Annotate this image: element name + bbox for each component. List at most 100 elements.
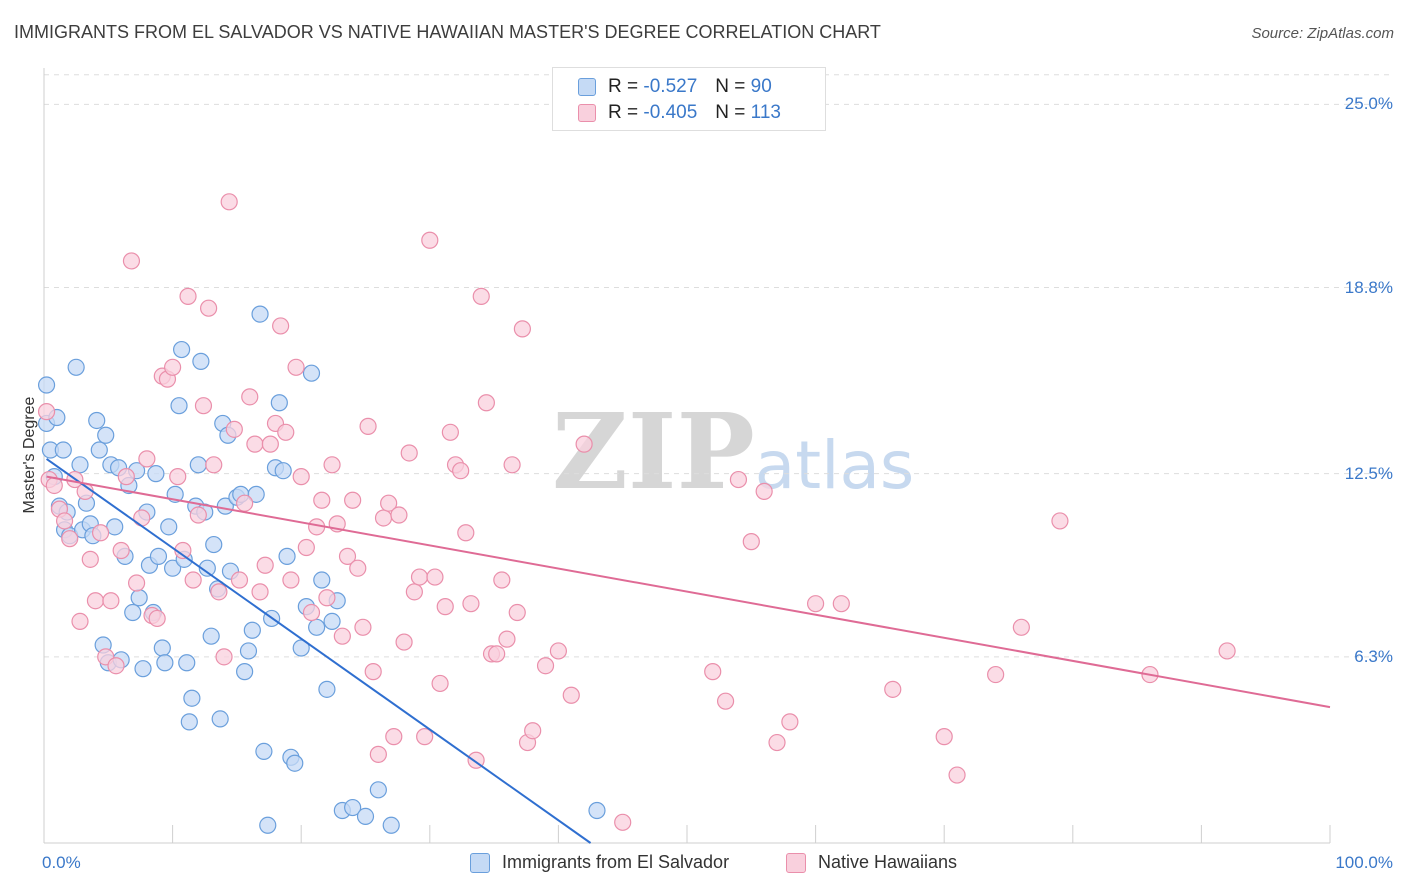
data-point-native-hawaiian <box>127 574 146 592</box>
data-point-native-hawaiian <box>189 506 207 524</box>
data-point-native-hawaiian <box>138 450 156 468</box>
data-point-native-hawaiian <box>169 468 187 486</box>
x-tick-label-max: 100.0% <box>1335 853 1393 872</box>
data-point-el-salvador <box>149 547 168 565</box>
data-point-el-salvador <box>170 397 188 415</box>
data-point-el-salvador <box>183 689 201 707</box>
data-point-native-hawaiian <box>410 568 429 586</box>
data-point-native-hawaiian <box>768 733 786 752</box>
data-point-native-hawaiian <box>400 444 418 462</box>
stats-row-blue: R = -0.527 N = 90 <box>578 75 772 99</box>
data-point-native-hawaiian <box>452 462 470 480</box>
data-point-el-salvador <box>130 589 148 607</box>
data-point-el-salvador <box>71 456 89 474</box>
data-point-native-hawaiian <box>436 598 454 616</box>
data-point-el-salvador <box>292 639 310 657</box>
data-point-el-salvador <box>67 358 85 376</box>
trend-line-el-salvador <box>45 458 592 844</box>
data-point-native-hawaiian <box>426 568 444 586</box>
data-point-native-hawaiian <box>513 320 531 338</box>
y-tick-label: 12.5% <box>1344 463 1393 483</box>
data-point-el-salvador <box>243 621 261 639</box>
data-point-native-hawaiian <box>462 595 480 613</box>
data-point-el-salvador <box>134 660 152 678</box>
data-point-native-hawaiian <box>1218 642 1236 660</box>
data-point-native-hawaiian <box>488 645 506 663</box>
data-point-el-salvador <box>156 654 174 672</box>
data-point-native-hawaiian <box>184 571 202 589</box>
data-point-native-hawaiian <box>716 692 735 710</box>
data-point-native-hawaiian <box>935 728 953 746</box>
data-point-native-hawaiian <box>256 556 274 574</box>
data-point-native-hawaiian <box>457 524 475 542</box>
data-point-native-hawaiian <box>282 571 300 589</box>
data-point-el-salvador <box>160 518 178 536</box>
r-label: R = <box>608 102 639 123</box>
data-point-native-hawaiian <box>1012 618 1030 636</box>
y-tick-label: 18.8% <box>1344 277 1393 297</box>
data-point-el-salvador <box>369 781 387 799</box>
data-point-el-salvador <box>278 547 296 565</box>
data-point-native-hawaiian <box>297 538 315 557</box>
data-point-native-hawaiian <box>385 728 403 746</box>
data-point-native-hawaiian <box>261 435 279 453</box>
data-point-native-hawaiian <box>832 595 850 613</box>
data-point-native-hawaiian <box>374 509 393 527</box>
data-point-native-hawaiian <box>1051 512 1069 530</box>
data-point-el-salvador <box>202 627 220 645</box>
data-point-native-hawaiian <box>380 494 398 512</box>
y-tick-label: 6.3% <box>1354 646 1393 666</box>
y-tick-label: 25.0% <box>1344 94 1393 114</box>
data-point-native-hawaiian <box>508 603 526 622</box>
data-point-native-hawaiian <box>194 397 213 415</box>
legend-item-native-hawaiians: Native Hawaiians <box>786 852 957 873</box>
data-point-native-hawaiian <box>102 592 120 610</box>
data-point-native-hawaiian <box>179 287 197 305</box>
data-point-native-hawaiian <box>117 468 135 486</box>
data-point-native-hawaiian <box>318 589 336 607</box>
data-point-native-hawaiian <box>359 417 377 435</box>
data-point-native-hawaiian <box>292 468 310 486</box>
data-point-el-salvador <box>153 639 171 657</box>
source-label: Source: ZipAtlas.com <box>1251 25 1394 42</box>
n-label: N = <box>715 76 746 97</box>
data-point-native-hawaiian <box>405 583 423 601</box>
data-point-native-hawaiian <box>416 728 434 746</box>
data-point-el-salvador <box>259 816 277 834</box>
data-point-el-salvador <box>37 376 56 394</box>
r-label: R = <box>608 76 639 97</box>
data-point-el-salvador <box>247 485 265 503</box>
data-point-native-hawaiian <box>86 592 105 610</box>
data-point-native-hawaiian <box>37 403 56 421</box>
legend-pink-swatch <box>786 852 806 873</box>
y-axis-label: Master's Degree <box>21 396 38 514</box>
data-point-native-hawaiian <box>477 394 495 412</box>
data-point-el-salvador <box>588 801 606 820</box>
data-point-native-hawaiian <box>81 550 99 568</box>
data-point-native-hawaiian <box>806 595 825 613</box>
data-point-el-salvador <box>189 456 207 474</box>
data-point-native-hawaiian <box>225 420 243 438</box>
data-point-native-hawaiian <box>246 435 264 453</box>
data-point-el-salvador <box>173 340 191 359</box>
pink-swatch <box>578 104 596 122</box>
data-point-native-hawaiian <box>55 512 74 530</box>
data-point-native-hawaiian <box>575 435 593 453</box>
data-point-native-hawaiian <box>431 674 449 693</box>
data-point-native-hawaiian <box>472 287 490 305</box>
data-point-native-hawaiian <box>112 541 130 560</box>
data-point-el-salvador <box>211 710 229 728</box>
data-point-el-salvador <box>88 411 106 430</box>
legend-label: Immigrants from El Salvador <box>502 852 730 872</box>
data-point-native-hawaiian <box>200 299 218 317</box>
data-point-el-salvador <box>198 559 216 577</box>
data-point-native-hawaiian <box>524 722 542 740</box>
data-point-native-hawaiian <box>148 609 166 628</box>
data-point-native-hawaiian <box>369 745 387 763</box>
data-point-el-salvador <box>313 571 331 589</box>
data-point-native-hawaiian <box>390 506 408 524</box>
data-point-native-hawaiian <box>323 456 341 474</box>
data-point-native-hawaiian <box>302 603 321 622</box>
data-point-native-hawaiian <box>133 509 151 527</box>
